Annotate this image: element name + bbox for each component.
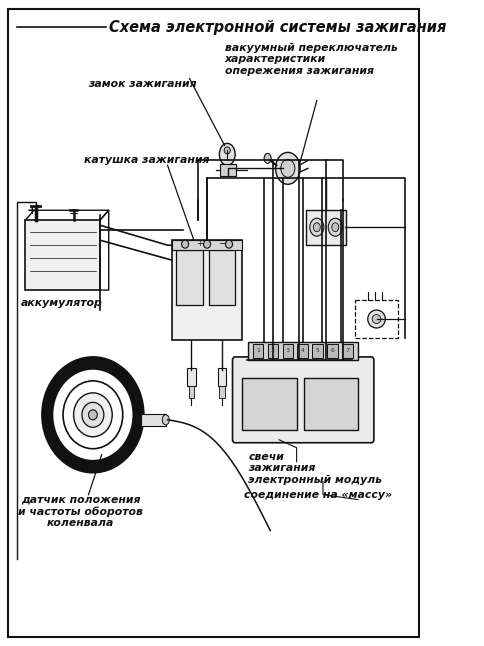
Text: замок зажигания: замок зажигания: [89, 79, 197, 89]
Bar: [248, 342, 358, 360]
Bar: [283, 344, 293, 358]
Bar: [219, 386, 225, 398]
Text: −: −: [218, 238, 226, 247]
Text: 6: 6: [331, 348, 334, 353]
Ellipse shape: [219, 143, 235, 165]
FancyBboxPatch shape: [232, 357, 374, 443]
Bar: [303, 378, 358, 430]
Text: +: +: [197, 238, 203, 247]
Bar: [268, 344, 278, 358]
Text: катушка зажигания: катушка зажигания: [84, 155, 210, 165]
Ellipse shape: [226, 240, 232, 248]
Ellipse shape: [162, 415, 169, 425]
Text: 7: 7: [346, 348, 349, 353]
Text: соединение на «массу»: соединение на «массу»: [244, 490, 392, 499]
Text: 1: 1: [256, 348, 260, 353]
Text: −: −: [69, 208, 80, 221]
Ellipse shape: [332, 223, 339, 232]
Text: 3: 3: [286, 348, 290, 353]
Bar: [218, 368, 227, 386]
Bar: [313, 344, 323, 358]
Bar: [172, 240, 242, 340]
Bar: [253, 344, 263, 358]
Text: аккумулятор: аккумулятор: [21, 298, 103, 308]
Text: датчик положения
и частоты оборотов
коленвала: датчик положения и частоты оборотов коле…: [18, 495, 143, 528]
Bar: [298, 344, 308, 358]
Text: 5: 5: [316, 348, 319, 353]
Bar: [220, 164, 236, 176]
Text: Схема электронной системы зажигания: Схема электронной системы зажигания: [109, 19, 446, 35]
Ellipse shape: [74, 393, 112, 437]
Ellipse shape: [313, 223, 320, 232]
Bar: [187, 368, 196, 386]
Text: электронный модуль: электронный модуль: [248, 475, 382, 484]
Ellipse shape: [275, 152, 300, 184]
Bar: [176, 250, 203, 305]
Ellipse shape: [281, 160, 295, 177]
Ellipse shape: [204, 240, 211, 248]
Ellipse shape: [182, 240, 189, 248]
Ellipse shape: [82, 402, 104, 427]
Text: 2: 2: [271, 348, 275, 353]
Text: вакуумный переключатель
характеристики
опережения зажигания: вакуумный переключатель характеристики о…: [225, 43, 397, 76]
Ellipse shape: [224, 147, 230, 154]
Text: 4: 4: [301, 348, 305, 353]
Bar: [327, 344, 338, 358]
Bar: [209, 250, 235, 305]
Text: свечи
зажигания: свечи зажигания: [248, 452, 316, 474]
Bar: [25, 220, 100, 290]
Bar: [242, 378, 297, 430]
Bar: [172, 240, 242, 250]
Ellipse shape: [310, 218, 324, 236]
Ellipse shape: [372, 315, 381, 324]
Bar: [355, 300, 397, 338]
Ellipse shape: [328, 218, 342, 236]
Ellipse shape: [89, 410, 97, 420]
Bar: [306, 210, 346, 245]
Bar: [189, 386, 194, 398]
Bar: [141, 414, 166, 426]
Ellipse shape: [264, 153, 271, 163]
Ellipse shape: [368, 310, 385, 328]
Text: +: +: [27, 204, 38, 217]
Bar: [342, 344, 353, 358]
